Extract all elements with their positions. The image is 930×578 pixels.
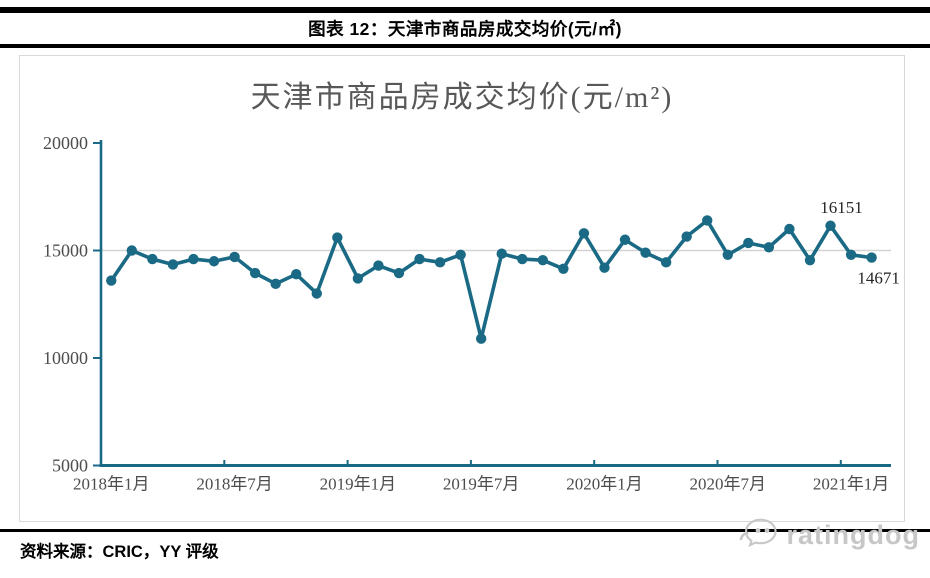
svg-text:2021年1月: 2021年1月 — [813, 475, 890, 494]
svg-text:2018年7月: 2018年7月 — [196, 475, 273, 494]
svg-text:20000: 20000 — [43, 133, 88, 153]
source-note: 资料来源：CRIC，YY 评级 — [20, 543, 219, 561]
logo-text: ratingdog — [786, 519, 920, 550]
svg-text:5000: 5000 — [52, 456, 88, 476]
footer-divider — [0, 529, 930, 532]
figure-title: 图表 12：天津市商品房成交均价(元/㎡) — [308, 19, 622, 39]
svg-text:2019年7月: 2019年7月 — [443, 475, 520, 494]
svg-text:15000: 15000 — [43, 241, 88, 261]
price-line-chart: 5000 10000 15000 20000 2018年1月 2018年7月 2019年1月… — [43, 133, 900, 494]
chart-panel: 天津市商品房成交均价(元/m²) 5000 10000 15000 20000 2018… — [19, 55, 905, 522]
svg-text:2020年7月: 2020年7月 — [690, 475, 767, 494]
svg-text:2018年1月: 2018年1月 — [73, 475, 150, 494]
ratingdog-logo: ratingdog — [737, 514, 920, 556]
svg-text:2020年1月: 2020年1月 — [566, 475, 643, 494]
chart-title: 天津市商品房成交均价(元/m²) — [250, 81, 674, 114]
top-divider — [0, 7, 930, 13]
svg-text:16151: 16151 — [820, 198, 863, 217]
svg-text:10000: 10000 — [43, 348, 88, 368]
header-divider — [0, 44, 930, 48]
wechat-icon — [739, 518, 777, 548]
svg-text:2019年1月: 2019年1月 — [320, 475, 397, 494]
svg-text:14671: 14671 — [857, 269, 900, 288]
